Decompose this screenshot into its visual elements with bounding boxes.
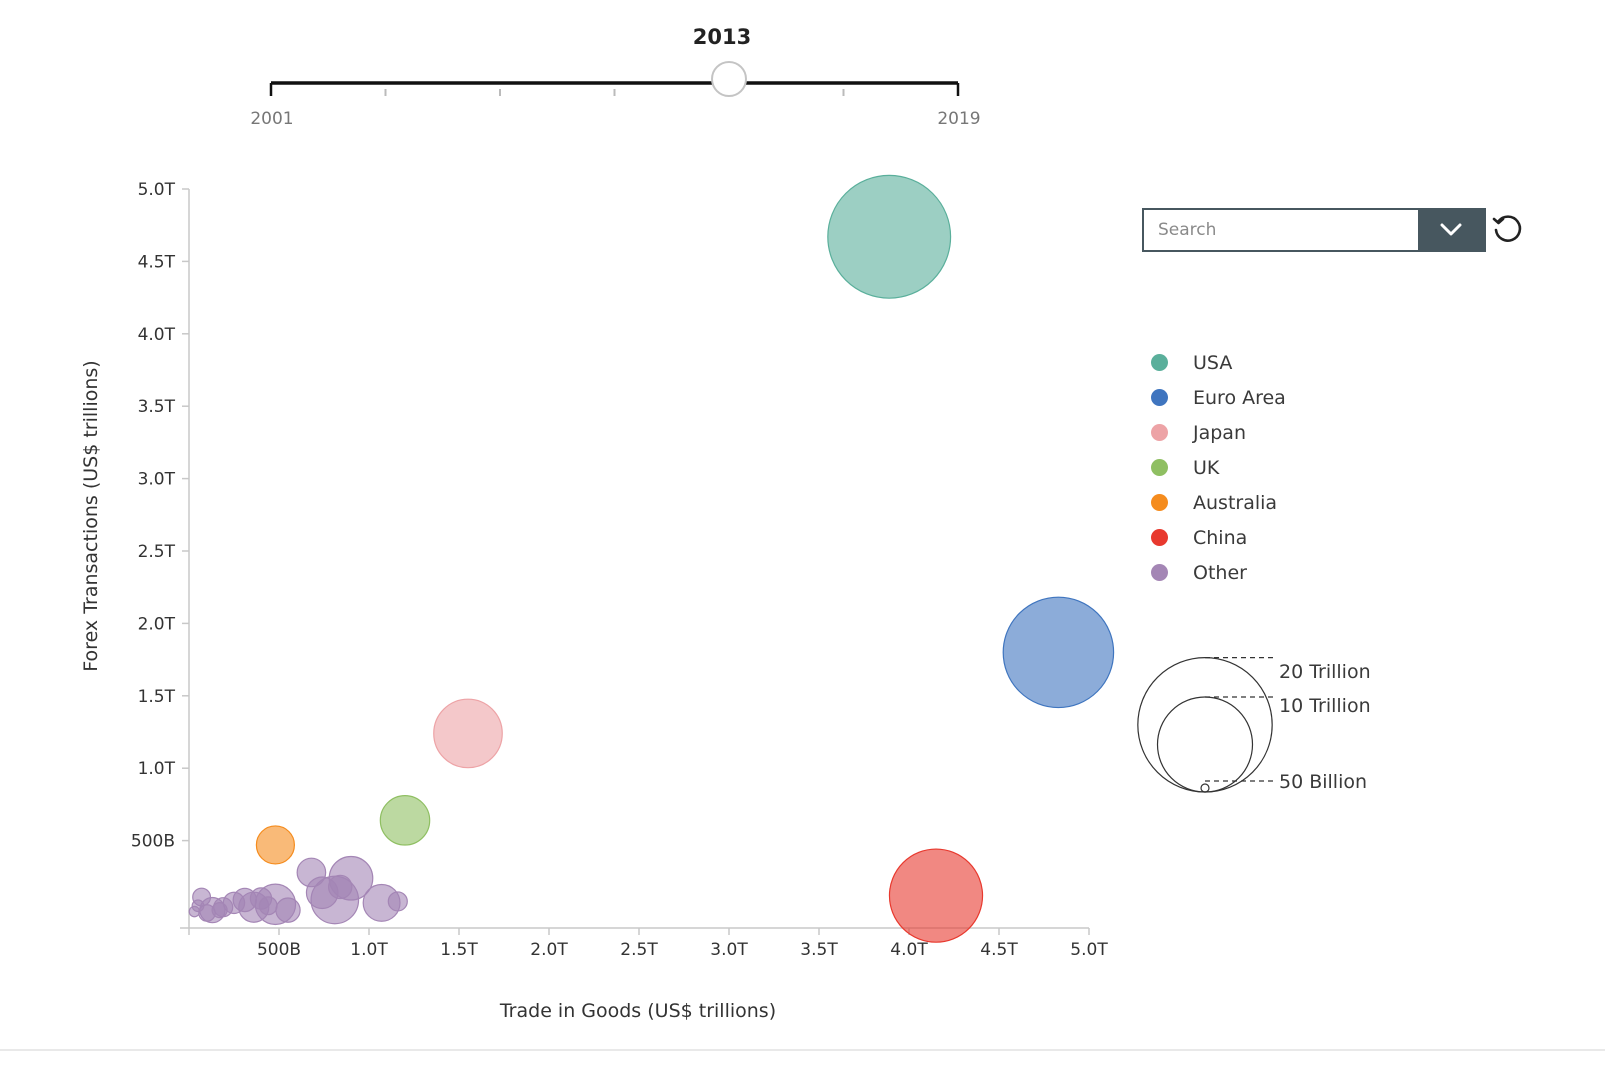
size-legend-label: 20 Trillion (1279, 661, 1371, 683)
slider-handle[interactable] (711, 61, 747, 97)
x-axis: 500B 1.0T 1.5T 2.0T 2.5T 3.0T 3.5T 4.0T 4.5T 5.0T (180, 927, 1108, 960)
bubble-china[interactable] (888, 848, 984, 943)
slider-start-label: 2001 (250, 109, 293, 129)
legend-label: Japan (1193, 421, 1246, 444)
legend-item-other[interactable]: Other (1150, 555, 1286, 590)
color-legend: USA Euro Area Japan UK Australia China O… (1150, 345, 1286, 590)
bubble-uk[interactable] (379, 795, 431, 846)
bubble-usa[interactable] (827, 174, 952, 299)
legend-label: Euro Area (1193, 386, 1286, 409)
search-box[interactable] (1142, 208, 1486, 252)
legend-swatch (1151, 529, 1168, 546)
y-tick-label: 1.0T (138, 759, 176, 779)
legend-item-china[interactable]: China (1150, 520, 1286, 555)
slider-current-year: 2013 (693, 25, 751, 49)
size-legend-circle (1200, 783, 1210, 793)
bubble-euro-area[interactable] (1002, 596, 1115, 709)
legend-swatch (1151, 389, 1168, 406)
x-tick-label: 2.5T (620, 940, 658, 960)
legend-item-usa[interactable]: USA (1150, 345, 1286, 380)
legend-label: USA (1193, 351, 1233, 374)
bubble-other-20[interactable] (211, 901, 228, 919)
reset-icon (1492, 215, 1522, 242)
legend-label: Other (1193, 561, 1247, 584)
legend-swatch (1151, 494, 1168, 511)
bubble-other-14[interactable] (387, 891, 408, 912)
search-input[interactable] (1144, 210, 1420, 250)
x-tick-label: 1.5T (440, 940, 478, 960)
size-legend-circle (1137, 657, 1273, 793)
size-legend-label: 10 Trillion (1279, 695, 1371, 717)
y-tick-label: 1.5T (138, 687, 176, 707)
x-tick-label: 1.0T (350, 940, 388, 960)
legend-item-japan[interactable]: Japan (1150, 415, 1286, 450)
dropdown-button[interactable] (1418, 210, 1484, 250)
x-tick-label: 2.0T (530, 940, 568, 960)
year-slider[interactable]: 2013 2001 2019 (250, 25, 980, 129)
y-tick-label: 5.0T (138, 180, 176, 200)
y-tick-label: 2.0T (138, 614, 176, 634)
legend-label: UK (1193, 456, 1220, 479)
bubble-other-21[interactable] (258, 896, 278, 916)
x-tick-label: 3.0T (710, 940, 748, 960)
y-tick-label: 3.0T (138, 470, 176, 490)
size-legend: 20 Trillion 10 Trillion 50 Billion (1137, 657, 1371, 793)
y-tick-label: 2.5T (138, 542, 176, 562)
legend-item-australia[interactable]: Australia (1150, 485, 1286, 520)
bubble-other-19[interactable] (188, 905, 201, 918)
x-tick-label: 5.0T (1070, 940, 1108, 960)
x-tick-label: 500B (257, 940, 301, 960)
bubble-australia[interactable] (255, 825, 295, 865)
bubble-other-16[interactable] (327, 874, 353, 900)
bubble-other-5[interactable] (296, 857, 327, 888)
legend-swatch (1151, 564, 1168, 581)
legend-swatch (1151, 354, 1168, 371)
y-tick-label: 4.5T (138, 252, 176, 272)
legend-item-uk[interactable]: UK (1150, 450, 1286, 485)
slider-end-label: 2019 (937, 109, 980, 129)
x-tick-label: 4.5T (980, 940, 1018, 960)
y-tick-label: 3.5T (138, 397, 176, 417)
x-axis-title: Trade in Goods (US$ trillions) (499, 1000, 776, 1022)
legend-swatch (1151, 459, 1168, 476)
size-legend-circle (1156, 696, 1254, 793)
legend-label: China (1193, 526, 1248, 549)
bubble-layer (188, 174, 1115, 943)
size-legend-label: 50 Billion (1279, 771, 1367, 793)
bubble-japan[interactable] (433, 698, 503, 769)
x-tick-label: 4.0T (890, 940, 928, 960)
legend-swatch (1151, 424, 1168, 441)
x-tick-label: 3.5T (800, 940, 838, 960)
y-axis-title: Forex Transactions (US$ trillions) (80, 360, 102, 671)
chevron-down-icon (1440, 223, 1462, 236)
y-tick-label: 4.0T (138, 325, 176, 345)
bubble-other-13[interactable] (275, 897, 301, 923)
legend-item-euro-area[interactable]: Euro Area (1150, 380, 1286, 415)
reset-button[interactable] (1490, 212, 1526, 248)
legend-label: Australia (1193, 491, 1278, 514)
y-tick-label: 500B (131, 832, 175, 852)
y-axis: 500B 1.0T 1.5T 2.0T 2.5T 3.0T 3.5T 4.0T 4.5T 5.0T (131, 180, 190, 928)
